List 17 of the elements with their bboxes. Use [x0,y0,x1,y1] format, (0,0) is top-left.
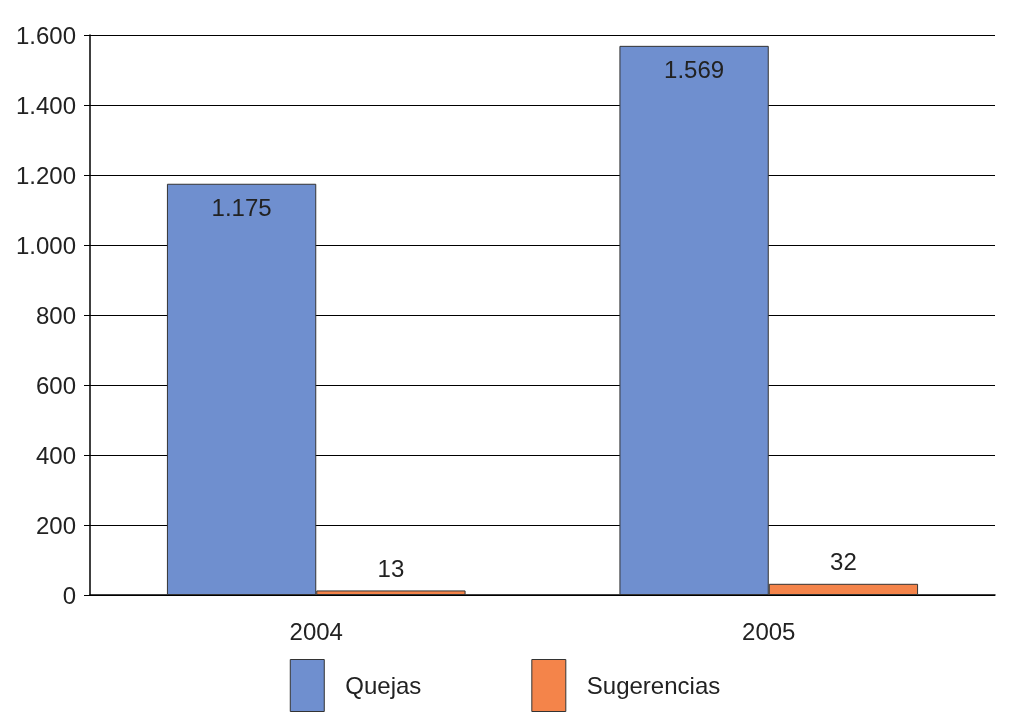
data-label: 1.175 [211,194,272,222]
y-tick-label: 200 [35,511,76,539]
legend-label: Quejas [345,672,422,699]
data-label: 32 [830,548,857,576]
legend-label: Sugerencias [586,672,721,699]
y-tick-label: 600 [35,371,76,399]
data-label: 1.569 [664,56,725,84]
y-tick-label: 800 [35,301,76,329]
x-tick-label: 2005 [742,617,796,645]
data-label: 13 [377,554,405,582]
y-tick-label: 0 [62,581,76,609]
y-tick-label: 1.600 [15,21,76,49]
y-tick-label: 1.200 [15,161,76,189]
x-tick-label: 2004 [289,617,343,645]
y-tick-label: 400 [35,441,76,469]
y-tick-label: 1.400 [15,91,76,119]
y-tick-label: 1.000 [15,231,76,259]
